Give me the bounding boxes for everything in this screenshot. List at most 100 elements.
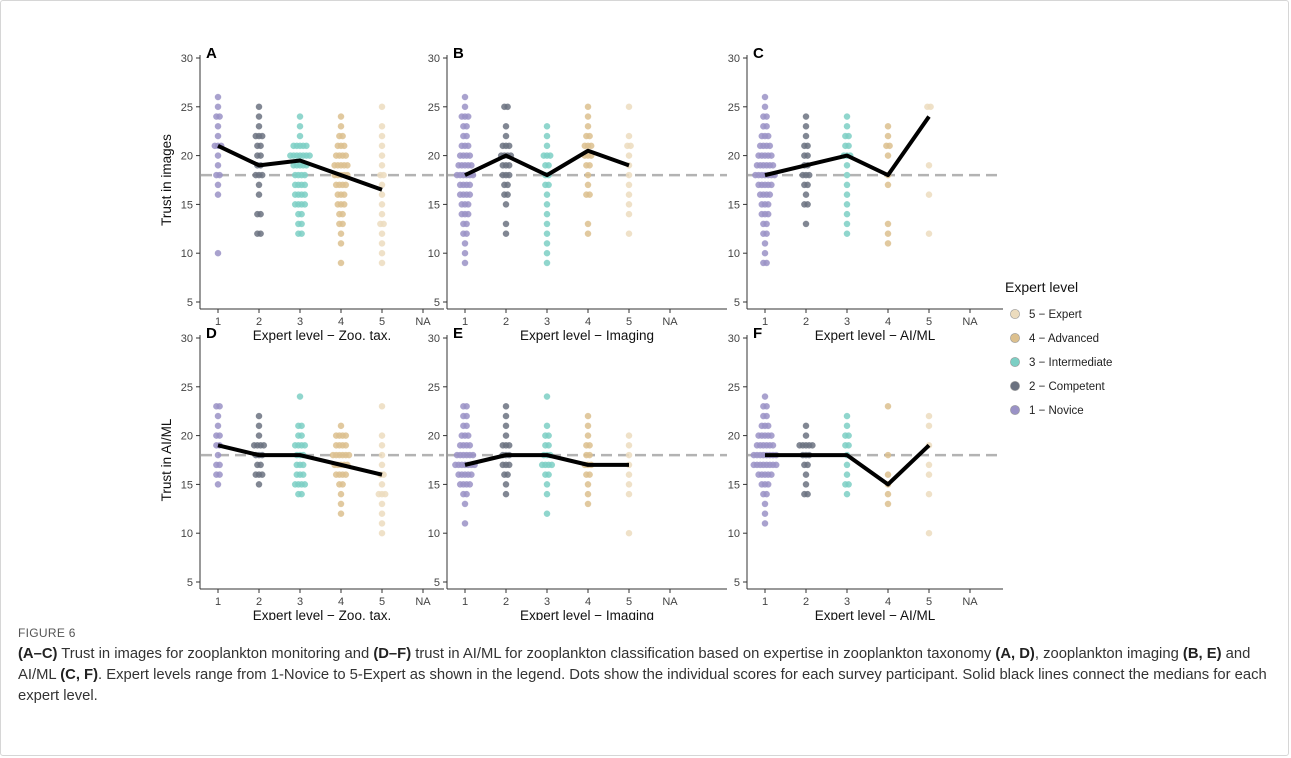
x-tick-label: 1 xyxy=(462,596,468,608)
x-axis-label: Expert level − Zoo. tax. xyxy=(253,608,391,620)
y-tick-label: 15 xyxy=(428,479,440,491)
data-point xyxy=(468,162,475,169)
data-point xyxy=(378,432,386,439)
data-point xyxy=(768,432,775,439)
data-point xyxy=(925,471,933,478)
y-tick-label: 20 xyxy=(728,151,740,163)
data-point xyxy=(761,393,769,400)
data-point xyxy=(378,142,386,150)
data-point xyxy=(764,210,772,218)
data-point xyxy=(843,412,851,420)
data-point xyxy=(342,432,350,439)
data-point xyxy=(502,123,510,130)
data-point xyxy=(345,451,353,459)
y-tick-label: 10 xyxy=(428,528,440,540)
data-point xyxy=(545,162,552,169)
x-tick-label: 1 xyxy=(215,596,221,608)
y-tick-label: 30 xyxy=(728,53,740,65)
data-point xyxy=(337,113,345,120)
data-point xyxy=(625,181,633,189)
legend-item-label: 3 − Intermediate xyxy=(1029,357,1112,369)
data-point xyxy=(502,201,510,208)
data-point xyxy=(843,422,851,430)
data-point xyxy=(584,181,592,189)
x-tick-label: 2 xyxy=(256,596,262,608)
data-point xyxy=(843,490,851,498)
data-point xyxy=(843,471,851,478)
data-point xyxy=(216,461,223,469)
y-tick-label: 25 xyxy=(728,102,740,114)
data-point xyxy=(337,500,345,508)
data-point xyxy=(763,230,770,237)
data-point xyxy=(809,442,816,449)
x-tick-label: NA xyxy=(662,596,678,608)
data-point xyxy=(258,471,266,478)
data-point xyxy=(461,249,469,257)
caption-part: trust in AI/ML for zooplankton classific… xyxy=(411,646,996,662)
data-point xyxy=(214,93,222,101)
data-point xyxy=(378,123,386,130)
data-point xyxy=(625,481,633,488)
y-tick-label: 5 xyxy=(734,577,740,589)
x-tick-label: NA xyxy=(415,596,431,608)
data-point xyxy=(469,451,477,459)
data-point xyxy=(545,181,552,189)
data-point xyxy=(378,403,386,410)
data-point xyxy=(543,490,551,498)
x-tick-label: 4 xyxy=(585,316,591,328)
data-point xyxy=(214,451,222,459)
data-point xyxy=(378,201,386,208)
data-point xyxy=(804,490,811,498)
data-point xyxy=(378,152,386,159)
data-point xyxy=(769,162,777,169)
data-point xyxy=(342,471,350,478)
data-point xyxy=(543,240,551,247)
data-point xyxy=(502,230,510,237)
data-point xyxy=(380,171,387,179)
data-point xyxy=(884,181,892,189)
data-point xyxy=(925,412,933,420)
data-point xyxy=(543,481,551,488)
data-point xyxy=(763,113,770,120)
data-point xyxy=(378,103,386,111)
data-point xyxy=(461,520,469,527)
data-point xyxy=(461,259,469,267)
data-point xyxy=(342,181,350,189)
data-point xyxy=(625,442,633,449)
data-point xyxy=(214,103,222,111)
data-point xyxy=(255,422,263,430)
data-point xyxy=(464,210,472,218)
data-point xyxy=(214,181,222,189)
data-point xyxy=(584,412,592,420)
data-point xyxy=(378,249,386,257)
data-point xyxy=(845,481,852,488)
data-point xyxy=(463,403,470,410)
data-point xyxy=(468,471,475,478)
data-point xyxy=(925,162,933,169)
data-point xyxy=(545,471,552,478)
data-point xyxy=(884,451,892,459)
figure-label: FIGURE 6 xyxy=(18,626,76,640)
data-point xyxy=(543,123,551,130)
x-tick-label: 1 xyxy=(215,316,221,328)
data-point xyxy=(843,162,851,169)
data-point xyxy=(545,432,552,439)
data-point xyxy=(884,230,892,237)
panel-letter: D xyxy=(206,325,217,342)
data-point xyxy=(546,152,554,159)
legend-swatch xyxy=(1010,333,1020,343)
data-point xyxy=(340,191,348,198)
panel-letter: A xyxy=(206,45,217,62)
data-point xyxy=(843,113,851,120)
x-tick-label: 2 xyxy=(256,316,262,328)
data-point xyxy=(505,171,513,179)
data-point xyxy=(804,201,811,208)
data-point xyxy=(884,471,892,478)
data-point xyxy=(378,259,386,267)
data-point xyxy=(843,230,851,237)
data-point xyxy=(301,181,309,189)
median-line xyxy=(217,144,383,192)
data-point xyxy=(543,230,551,237)
data-point xyxy=(625,152,633,159)
data-point xyxy=(214,249,222,257)
